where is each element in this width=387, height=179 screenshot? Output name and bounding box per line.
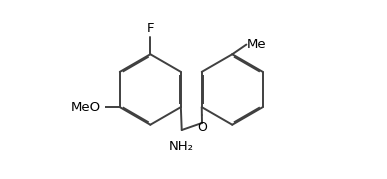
Text: F: F (147, 22, 154, 35)
Text: NH₂: NH₂ (169, 140, 194, 153)
Text: O: O (197, 121, 207, 134)
Text: MeO: MeO (71, 101, 101, 114)
Text: Me: Me (247, 38, 267, 51)
